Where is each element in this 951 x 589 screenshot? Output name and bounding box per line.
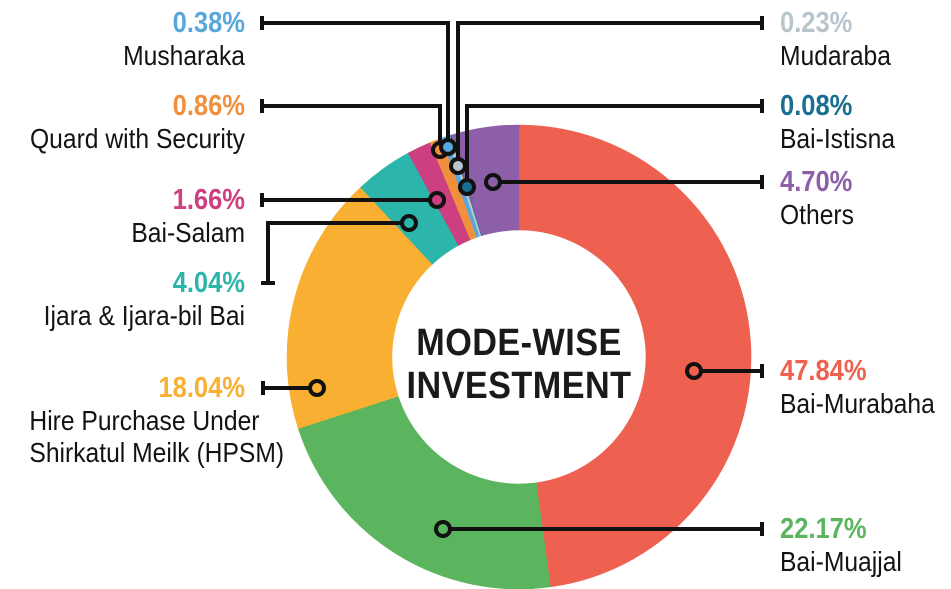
percent-value: 4.70% [780, 166, 853, 198]
leader-dot-bai-salam [428, 191, 446, 209]
percent-value: 18.04% [158, 372, 245, 404]
leader-line-musharaka [262, 21, 450, 147]
leader-dot-bai-istisna [458, 178, 476, 196]
chart-title-line1: MODE-WISE [416, 322, 622, 364]
percent-value: 0.86% [172, 90, 245, 122]
leader-dot-bai-murabaha [685, 362, 703, 380]
label-mudaraba: 0.23% Mudaraba [780, 6, 951, 72]
leader-line-ijara-ijara-bil-bai [266, 221, 409, 283]
segment-bai-murabaha [518, 124, 752, 588]
leader-dot-bai-muajjal [434, 520, 452, 538]
percent-value: 0.23% [780, 7, 853, 39]
segment-name: Bai-Istisna [780, 123, 896, 154]
segment-name-line1: Hire Purchase Under [29, 405, 260, 436]
label-bai-istisna: 0.08% Bai-Istisna [780, 89, 951, 155]
percent-value: 22.17% [780, 513, 867, 545]
segment-name: Others [780, 199, 854, 230]
segment-name: Bai-Salam [131, 217, 245, 248]
segment-name: Ijara & Ijara-bil Bai [43, 300, 245, 331]
segment-hire-purchase-under-shirkatul-meilk-hpsm [286, 186, 433, 429]
segment-name-line2: Shirkatul Meilk (HPSM) [29, 437, 285, 468]
percent-value: 0.08% [780, 90, 853, 122]
label-musharaka: 0.38% Musharaka [0, 6, 245, 72]
leader-dot-ijara-ijara-bil-bai [400, 214, 418, 232]
segment-name: Bai-Murabaha [780, 388, 935, 419]
label-quard-with-security: 0.86% Quard with Security [0, 89, 245, 155]
label-bai-muajjal: 22.17% Bai-Muajjal [780, 512, 951, 578]
segment-bai-muajjal [297, 395, 551, 589]
percent-value: 1.66% [172, 184, 245, 216]
leader-line-bai-istisna [465, 104, 762, 187]
percent-value: 47.84% [780, 355, 867, 387]
segment-name: Bai-Muajjal [780, 546, 902, 577]
label-others: 4.70% Others [780, 165, 951, 231]
percent-value: 4.04% [172, 267, 245, 299]
label-ijara: 4.04% Ijara & Ijara-bil Bai [0, 266, 245, 332]
chart-title: MODE-WISE INVESTMENT [319, 322, 719, 408]
label-bai-murabaha: 47.84% Bai-Murabaha [780, 354, 951, 420]
percent-value: 0.38% [172, 7, 245, 39]
segment-name: Musharaka [123, 40, 245, 71]
chart-title-line2: INVESTMENT [406, 365, 632, 407]
leader-line-mudaraba [456, 21, 762, 166]
leader-dot-musharaka [439, 138, 457, 156]
label-hpsm: 18.04% Hire Purchase Under Shirkatul Mei… [0, 371, 285, 469]
leader-dot-mudaraba [449, 157, 467, 175]
segment-name: Quard with Security [29, 123, 246, 154]
segment-name: Mudaraba [780, 40, 891, 71]
leader-dot-hire-purchase-under-shirkatul-meilk-hpsm [308, 379, 326, 397]
label-bai-salam: 1.66% Bai-Salam [0, 183, 245, 249]
leader-dot-others [484, 173, 502, 191]
leader-line-quard-with-security [262, 104, 442, 150]
